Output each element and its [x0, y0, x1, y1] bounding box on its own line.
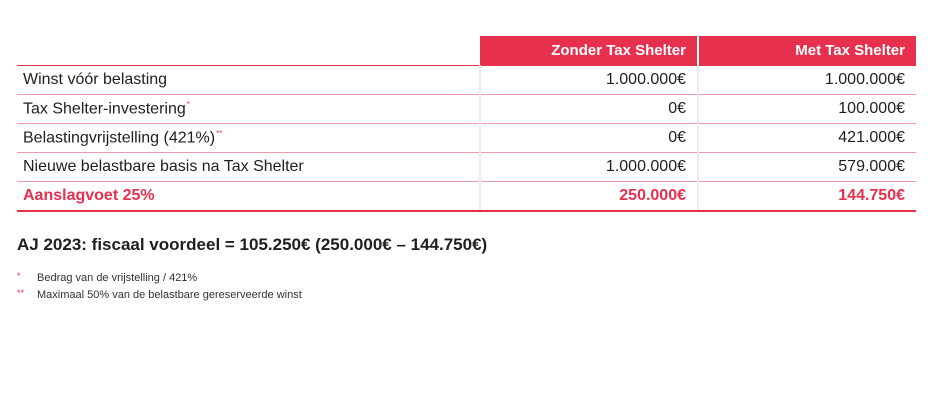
- row-label: Belastingvrijstelling (421%)**: [17, 123, 480, 153]
- footnote-text: Bedrag van de vrijstelling / 421%: [37, 272, 198, 284]
- table-row: Belastingvrijstelling (421%)** 0€ 421.00…: [17, 123, 916, 153]
- tax-shelter-comparison-table: Zonder Tax Shelter Met Tax Shelter Winst…: [17, 36, 916, 212]
- header-met-tax-shelter: Met Tax Shelter: [697, 36, 916, 66]
- cell-zonder: 0€: [479, 94, 698, 124]
- row-label: Tax Shelter-investering*: [17, 94, 480, 124]
- cell-zonder: 1.000.000€: [479, 152, 698, 182]
- footnote-text: Maximaal 50% van de belastbare gereserve…: [37, 289, 302, 301]
- footnote-marker: **: [216, 128, 223, 138]
- row-label-text: Belastingvrijstelling (421%): [23, 129, 216, 147]
- row-label: Aanslagvoet 25%: [17, 181, 480, 212]
- footnote-marker: **: [17, 288, 25, 298]
- row-label-text: Aanslagvoet 25%: [23, 187, 155, 204]
- cell-met: 579.000€: [697, 152, 916, 182]
- cell-met: 421.000€: [697, 123, 916, 153]
- cell-met: 144.750€: [697, 181, 916, 212]
- header-zonder-tax-shelter: Zonder Tax Shelter: [480, 36, 698, 66]
- table-row-highlight: Aanslagvoet 25% 250.000€ 144.750€: [17, 181, 916, 212]
- table-row: Nieuwe belastbare basis na Tax Shelter 1…: [17, 152, 916, 182]
- row-label: Winst vóór belasting: [17, 65, 480, 95]
- table-row: Tax Shelter-investering* 0€ 100.000€: [17, 94, 916, 124]
- cell-zonder: 1.000.000€: [479, 65, 698, 95]
- footnote-marker: *: [17, 271, 21, 281]
- cell-met: 1.000.000€: [697, 65, 916, 95]
- cell-zonder: 250.000€: [479, 181, 698, 212]
- table-header-row: Zonder Tax Shelter Met Tax Shelter: [17, 36, 916, 66]
- row-label-text: Winst vóór belasting: [23, 71, 168, 88]
- row-label: Nieuwe belastbare basis na Tax Shelter: [17, 152, 480, 182]
- footnote-item: * Bedrag van de vrijstelling / 421%: [17, 270, 302, 287]
- header-blank-cell: [17, 36, 480, 66]
- footnotes: * Bedrag van de vrijstelling / 421% ** Max…: [17, 270, 302, 304]
- table-row: Winst vóór belasting 1.000.000€ 1.000.00…: [17, 65, 916, 95]
- row-label-text: Tax Shelter-investering: [23, 100, 186, 118]
- footnote-item: ** Maximaal 50% van de belastbare gereser…: [17, 287, 302, 304]
- row-label-text: Nieuwe belastbare basis na Tax Shelter: [23, 158, 304, 175]
- cell-met: 100.000€: [697, 94, 916, 124]
- cell-zonder: 0€: [479, 123, 698, 153]
- fiscal-advantage-summary: AJ 2023: fiscaal voordeel = 105.250€ (25…: [17, 235, 488, 254]
- footnote-marker: *: [186, 99, 190, 109]
